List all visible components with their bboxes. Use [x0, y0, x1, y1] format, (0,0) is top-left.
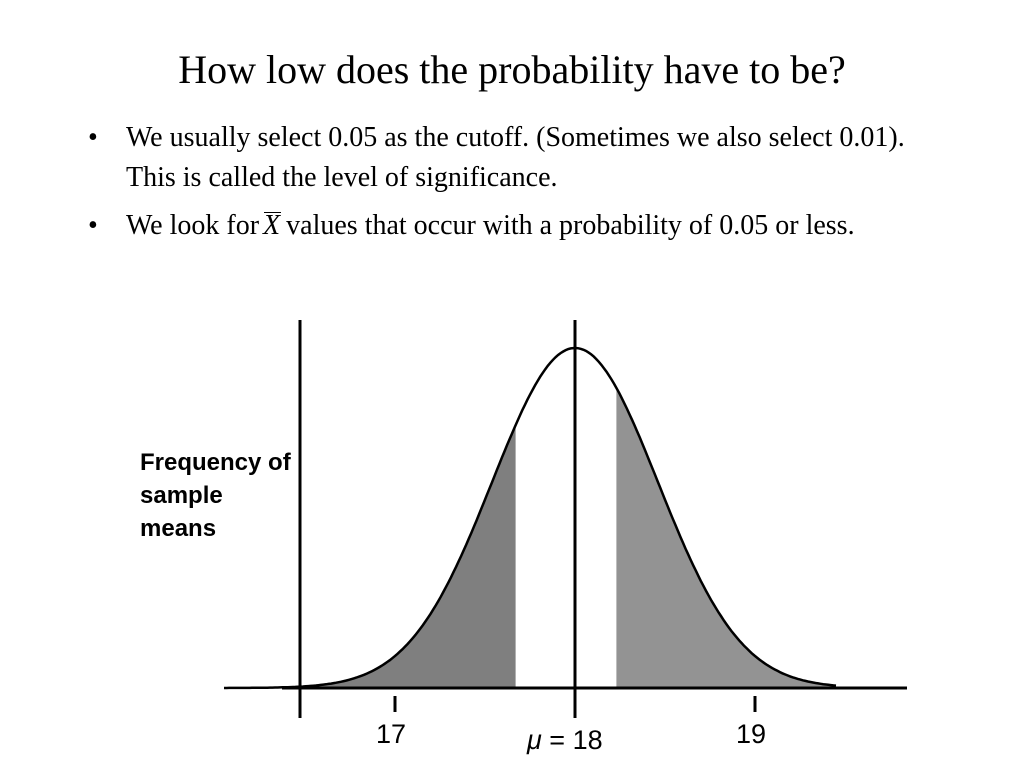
mean-label: μ = 18 [527, 727, 603, 754]
bullet-list: • We usually select 0.05 as the cutoff. … [84, 118, 924, 254]
x-bar-symbol: X [263, 206, 282, 246]
left-tail-area [224, 425, 516, 688]
right-tail-area [616, 388, 836, 688]
mean-value: = 18 [541, 725, 603, 755]
x-tick-label-17: 17 [376, 719, 407, 749]
bullet-marker: • [88, 122, 98, 153]
bullet-item: • We usually select 0.05 as the cutoff. … [84, 118, 924, 198]
bullet-text: values that occur with a probability of … [286, 210, 855, 241]
distribution-curve [224, 346, 837, 690]
mu-symbol: μ [527, 725, 542, 755]
bullet-text: We look for [126, 210, 260, 241]
x-tick-label-19: 19 [736, 719, 767, 749]
y-axis-label: Frequency of sample means [140, 449, 291, 542]
bullet-marker: • [88, 210, 98, 241]
slide-title: How low does the probability have to be? [178, 47, 846, 92]
bullet-text: We usually select 0.05 as the cutoff. (S… [126, 122, 905, 193]
